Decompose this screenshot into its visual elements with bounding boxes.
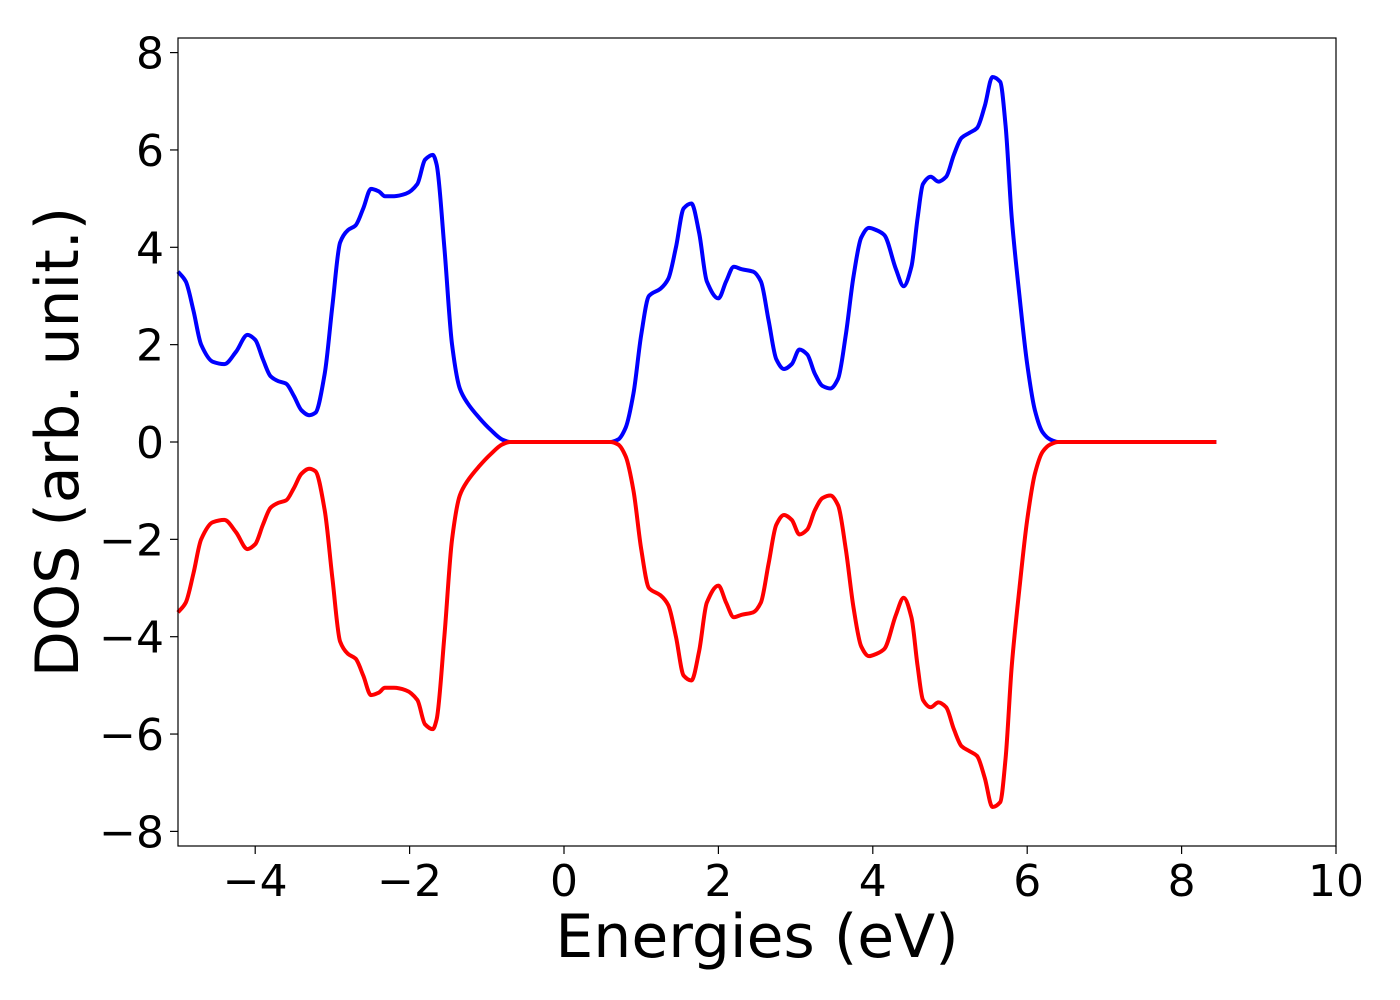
x-tick-label: −4 <box>223 856 288 907</box>
y-tick-label: 0 <box>136 418 164 469</box>
x-tick-label: 10 <box>1308 856 1364 907</box>
x-tick-label: 8 <box>1168 856 1196 907</box>
x-tick-label: 0 <box>550 856 578 907</box>
y-tick-label: −2 <box>99 515 164 566</box>
y-tick-label: 8 <box>136 29 164 80</box>
y-axis-ticks: −8 −6 −4 −2 0 2 4 6 8 <box>99 29 178 858</box>
y-tick-label: −4 <box>99 613 164 664</box>
y-tick-label: 6 <box>136 126 164 177</box>
x-tick-label: 2 <box>704 856 732 907</box>
y-tick-label: 4 <box>136 223 164 274</box>
dos-series-blue-line <box>176 74 1217 445</box>
x-tick-label: −2 <box>377 856 442 907</box>
x-tick-label: 4 <box>859 856 887 907</box>
x-tick-label: 6 <box>1013 856 1041 907</box>
x-axis-ticks: −4 −2 0 2 4 6 8 10 <box>223 846 1364 907</box>
y-axis-title: DOS (arb. unit.) <box>23 207 93 677</box>
y-tick-label: −6 <box>99 710 164 761</box>
y-tick-label: −8 <box>99 807 164 858</box>
dos-series-red-line <box>176 439 1217 810</box>
y-tick-label: 2 <box>136 321 164 372</box>
x-axis-title: Energies (eV) <box>555 902 958 972</box>
series-layer <box>176 74 1217 810</box>
